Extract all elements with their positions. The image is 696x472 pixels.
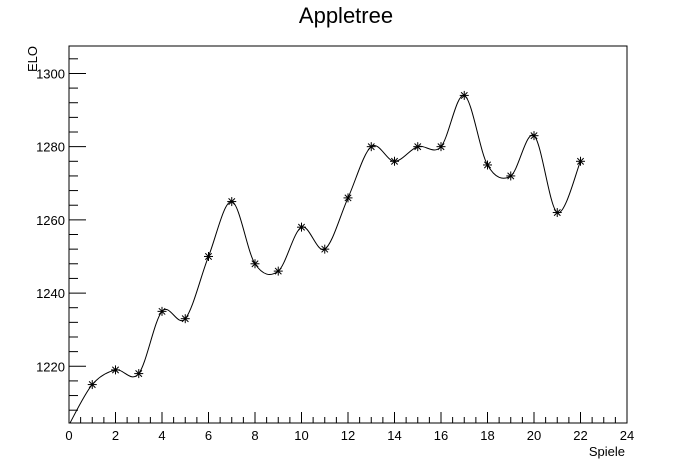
data-point — [157, 306, 167, 316]
x-tick-label: 8 — [251, 428, 258, 443]
data-point — [204, 251, 213, 261]
data-point — [576, 156, 585, 166]
x-tick-label: 2 — [112, 428, 119, 443]
y-tick-label: 1240 — [36, 286, 65, 301]
data-point — [320, 244, 330, 254]
x-axis-label: Spiele — [589, 444, 625, 459]
data-point — [297, 222, 306, 232]
data-point — [87, 380, 97, 390]
x-tick-label: 22 — [573, 428, 587, 443]
data-point — [529, 131, 539, 141]
data-point — [111, 365, 120, 375]
data-point — [390, 156, 399, 166]
y-tick-label: 1220 — [36, 359, 65, 374]
data-point — [366, 142, 376, 152]
x-tick-label: 18 — [480, 428, 494, 443]
chart-title: Appletree — [299, 3, 393, 28]
data-point — [250, 259, 260, 269]
x-tick-label: 24 — [620, 428, 634, 443]
x-tick-label: 12 — [341, 428, 355, 443]
data-point — [552, 208, 562, 218]
y-tick-label: 1280 — [36, 140, 65, 155]
data-point — [436, 142, 446, 152]
x-tick-label: 14 — [387, 428, 401, 443]
y-tick-label: 1260 — [36, 213, 65, 228]
plot-frame — [68, 45, 628, 424]
x-tick-label: 6 — [205, 428, 212, 443]
x-axis: 0 2 4 6 8 10 12 14 16 18 20 22 24 — [65, 412, 634, 443]
y-axis-label: ELO — [25, 46, 40, 72]
data-markers — [87, 90, 585, 390]
x-tick-label: 10 — [294, 428, 308, 443]
x-tick-label: 0 — [65, 428, 72, 443]
x-tick-label: 16 — [434, 428, 448, 443]
data-point — [273, 266, 283, 276]
data-point — [483, 160, 492, 170]
y-axis: 1220 1240 1260 1280 1300 — [36, 58, 86, 411]
data-point — [343, 193, 353, 203]
data-point — [413, 142, 423, 152]
data-point — [180, 314, 190, 324]
data-point — [227, 197, 237, 207]
x-tick-label: 20 — [527, 428, 541, 443]
data-point — [459, 90, 469, 100]
data-point — [506, 171, 516, 181]
y-tick-label: 1300 — [36, 66, 65, 81]
data-point — [134, 369, 144, 379]
series-line — [69, 94, 581, 423]
x-tick-label: 4 — [158, 428, 165, 443]
